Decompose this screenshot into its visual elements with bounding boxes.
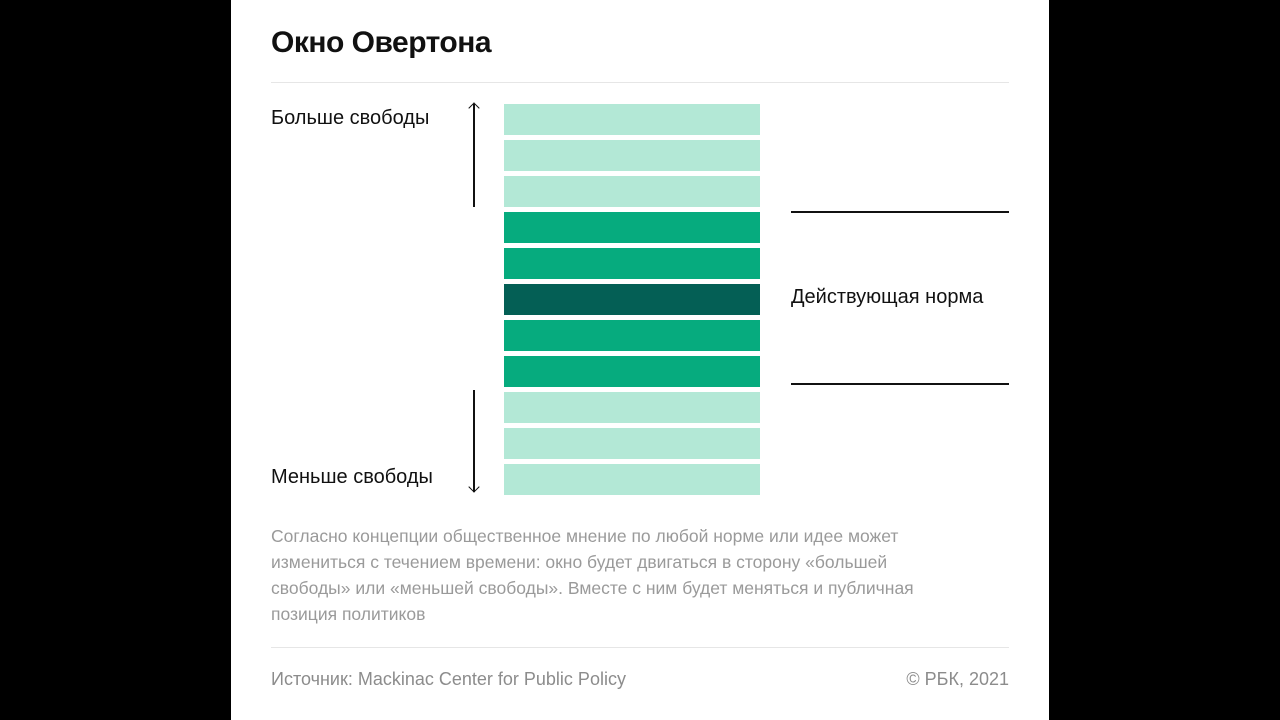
bar-window <box>504 320 760 351</box>
arrow-up-head <box>468 102 480 114</box>
bar-window <box>504 212 760 243</box>
bar-outside <box>504 176 760 207</box>
bottom-divider <box>271 647 1009 648</box>
arrow-up-shaft <box>473 104 475 207</box>
bar-window <box>504 248 760 279</box>
arrow-up-icon <box>464 102 484 207</box>
bar-outside <box>504 104 760 135</box>
infographic-card: Окно Овертона Больше свободы Меньше своб… <box>231 0 1049 720</box>
bar-outside <box>504 140 760 171</box>
bar-outside <box>504 392 760 423</box>
arrow-down-shaft <box>473 390 475 492</box>
overton-window-bars <box>504 104 760 500</box>
norm-upper-line <box>791 211 1009 213</box>
current-norm-label: Действующая норма <box>791 286 984 308</box>
bar-current <box>504 284 760 315</box>
copyright-text: © РБК, 2021 <box>906 669 1009 689</box>
bar-window <box>504 356 760 387</box>
norm-lower-line <box>791 383 1009 385</box>
page-title: Окно Овертона <box>271 26 492 59</box>
bar-outside <box>504 464 760 495</box>
caption-text: Согласно концепции общественное мнение п… <box>271 526 914 624</box>
arrow-down-head <box>468 481 480 493</box>
arrow-down-icon <box>464 390 484 494</box>
bar-outside <box>504 428 760 459</box>
more-freedom-label: Больше свободы <box>271 107 430 129</box>
source-text: Источник: Mackinac Center for Public Pol… <box>271 669 626 689</box>
less-freedom-label: Меньше свободы <box>271 466 433 488</box>
top-divider <box>271 82 1009 83</box>
